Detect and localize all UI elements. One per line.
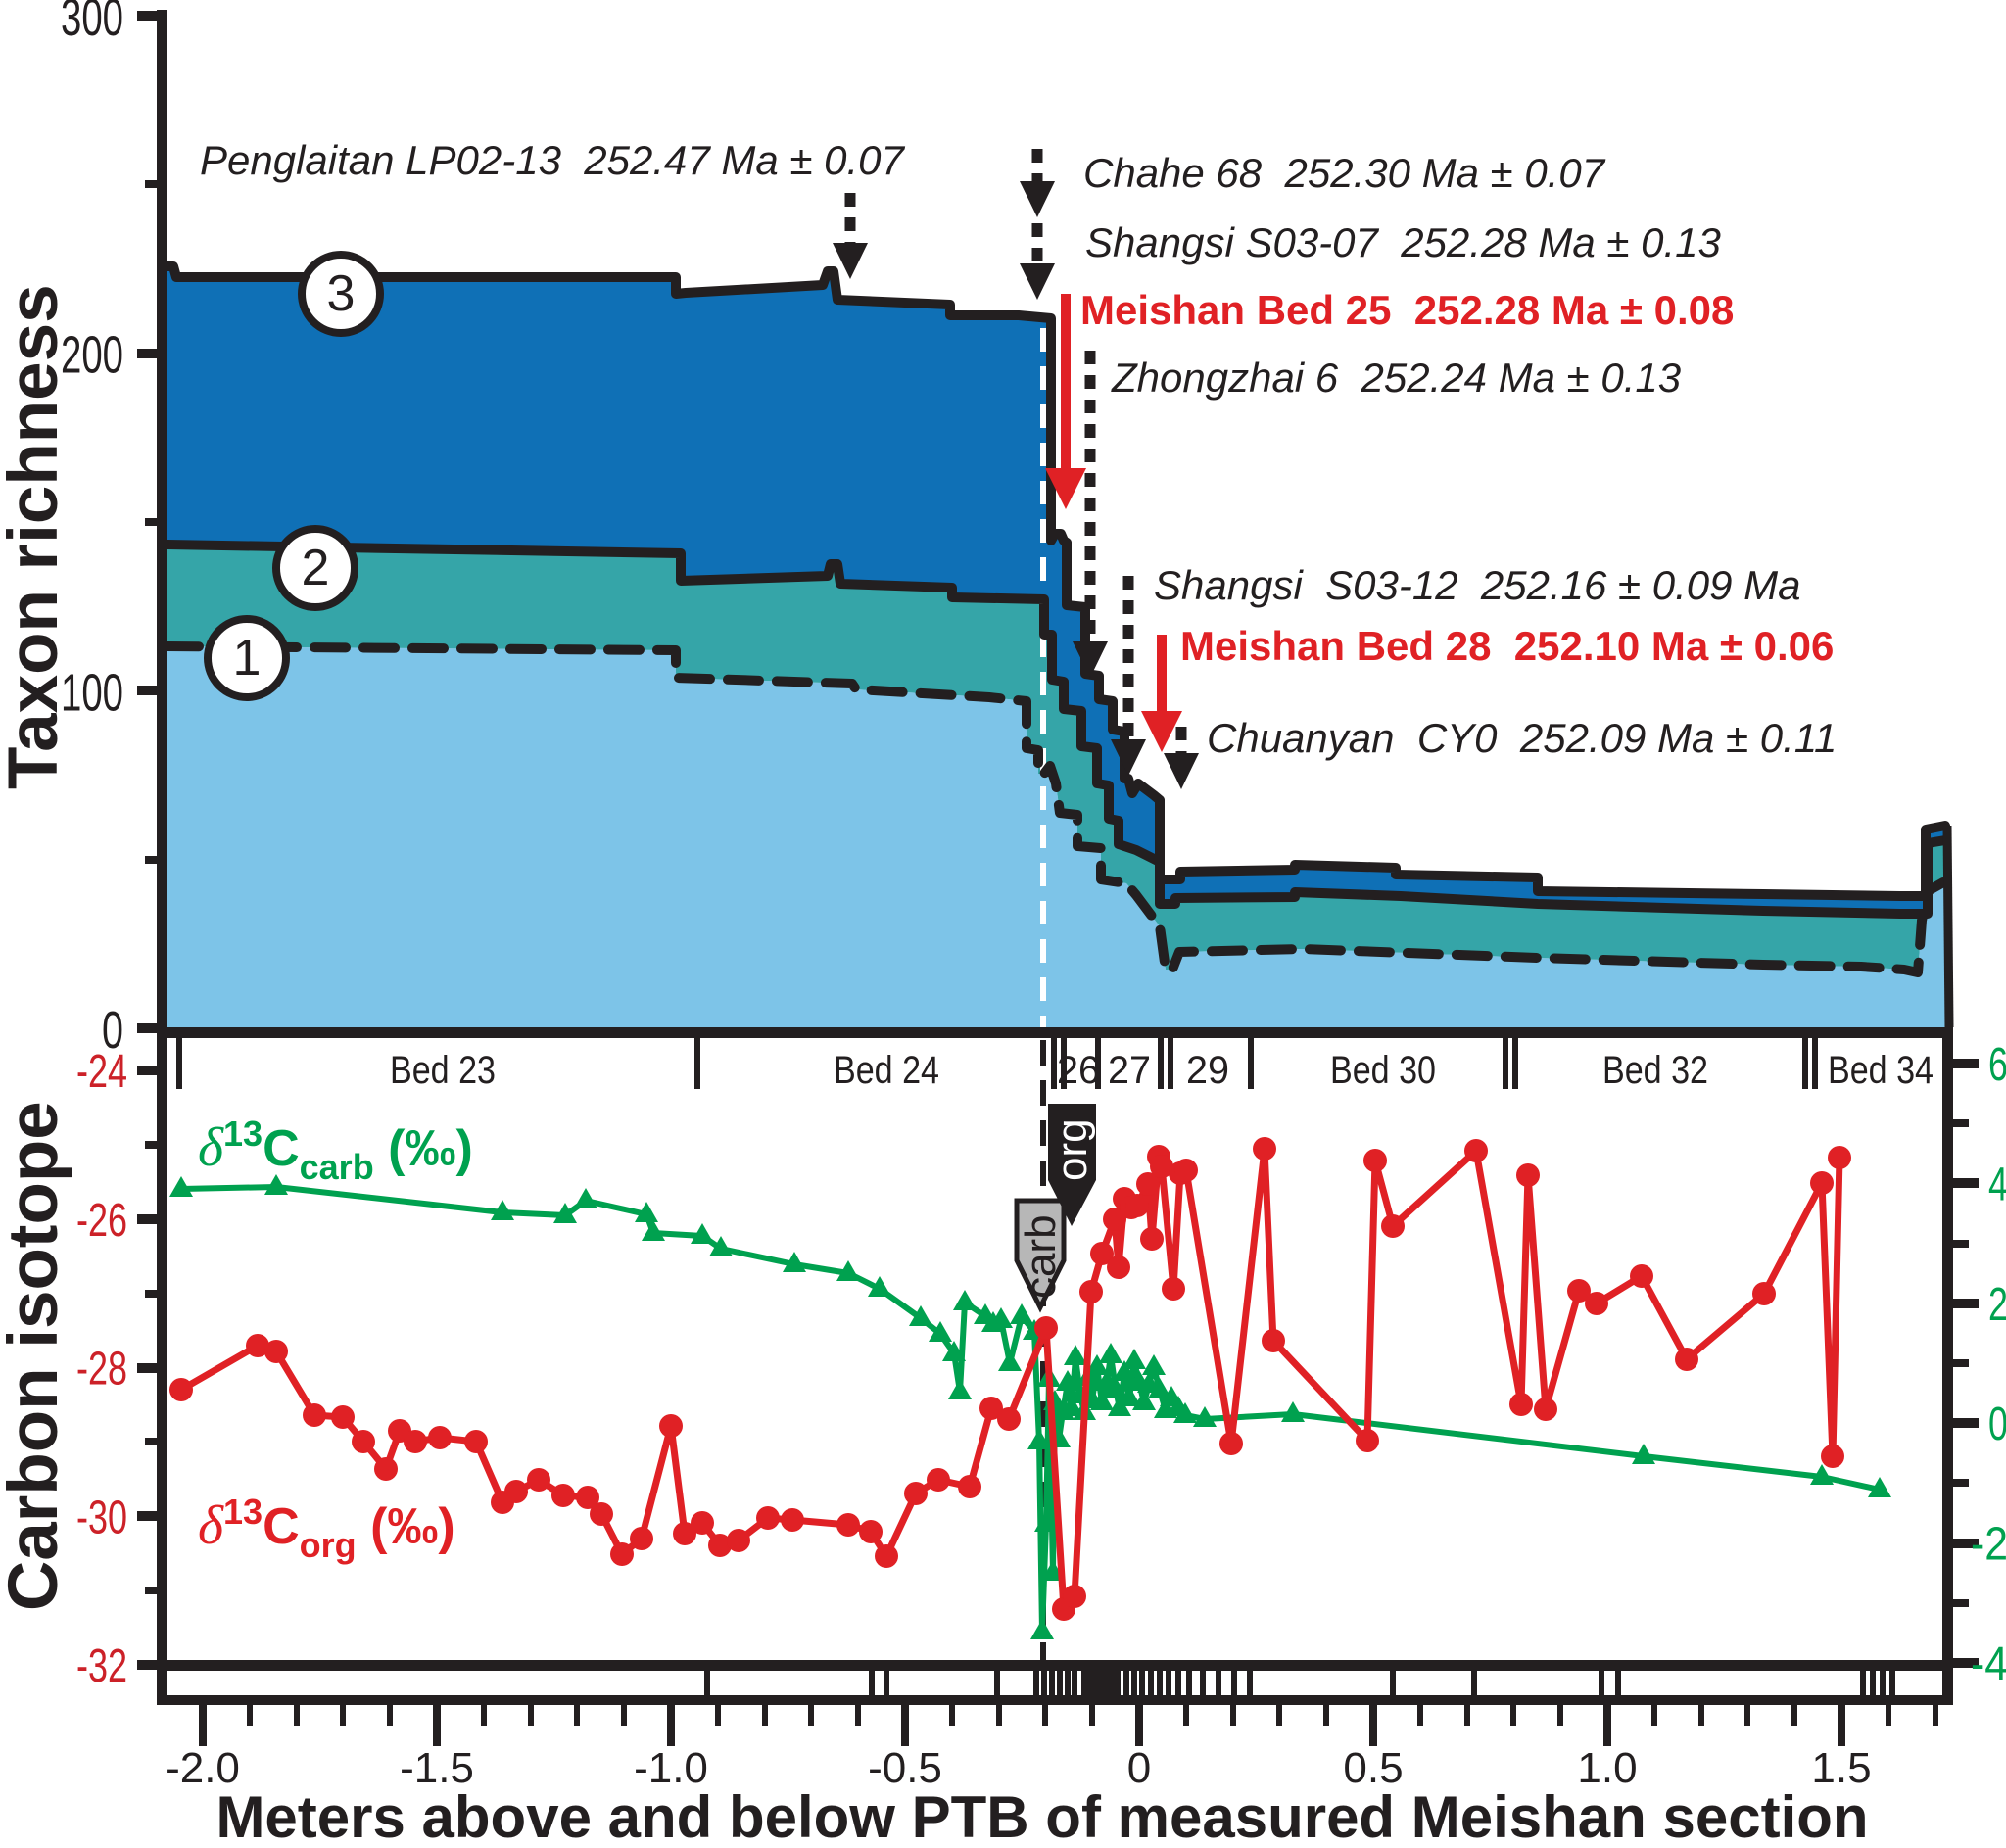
svg-text:-28: -28 bbox=[76, 1344, 127, 1396]
svg-text:Zhongzhai 6 252.24 Ma ± 0.13: Zhongzhai 6 252.24 Ma ± 0.13 bbox=[1111, 355, 1681, 401]
svg-text:Bed 23: Bed 23 bbox=[390, 1049, 496, 1092]
svg-text:-30: -30 bbox=[76, 1492, 127, 1543]
svg-text:100: 100 bbox=[61, 663, 123, 722]
svg-text:-26: -26 bbox=[76, 1195, 127, 1247]
svg-text:Meters above and below PTB of: Meters above and below PTB of measured M… bbox=[215, 1784, 1868, 1848]
svg-text:Bed 24: Bed 24 bbox=[834, 1049, 939, 1092]
svg-text:Taxon richness: Taxon richness bbox=[0, 284, 72, 789]
svg-text:3: 3 bbox=[327, 265, 356, 322]
svg-text:-2: -2 bbox=[1971, 1519, 2006, 1571]
svg-text:Meishan Bed 25 252.28 Ma ± 0.: Meishan Bed 25 252.28 Ma ± 0.08 bbox=[1080, 287, 1734, 333]
svg-text:-32: -32 bbox=[76, 1640, 127, 1692]
svg-text:Shangsi S03-12 252.16 ± 0.09: Shangsi S03-12 252.16 ± 0.09 Ma bbox=[1154, 562, 1801, 608]
svg-text:6: 6 bbox=[1988, 1039, 2006, 1091]
svg-text:Carbon isotope: Carbon isotope bbox=[0, 1101, 72, 1611]
svg-text:26: 26 bbox=[1057, 1049, 1100, 1092]
svg-text:Chahe 68 252.30 Ma ± 0.07: Chahe 68 252.30 Ma ± 0.07 bbox=[1083, 150, 1606, 196]
svg-text:Bed 32: Bed 32 bbox=[1602, 1049, 1708, 1092]
svg-text:300: 300 bbox=[61, 0, 123, 47]
svg-text:Meishan Bed 28 252.10 Ma ± 0.: Meishan Bed 28 252.10 Ma ± 0.06 bbox=[1180, 623, 1834, 669]
svg-text:Shangsi S03-07 252.28 Ma ± 0.: Shangsi S03-07 252.28 Ma ± 0.13 bbox=[1085, 219, 1721, 265]
svg-text:-1.5: -1.5 bbox=[400, 1744, 474, 1792]
svg-text:0: 0 bbox=[102, 1001, 123, 1060]
svg-text:Chuanyan CY0 252.09 Ma ± 0.1: Chuanyan CY0 252.09 Ma ± 0.11 bbox=[1207, 715, 1837, 761]
svg-text:Bed 34: Bed 34 bbox=[1828, 1049, 1934, 1092]
svg-text:-24: -24 bbox=[76, 1046, 127, 1098]
svg-text:carb: carb bbox=[1017, 1214, 1065, 1299]
svg-text:4: 4 bbox=[1988, 1159, 2006, 1210]
svg-text:0: 0 bbox=[1127, 1744, 1151, 1792]
svg-text:org: org bbox=[1048, 1118, 1096, 1181]
svg-text:-2.0: -2.0 bbox=[166, 1744, 240, 1792]
svg-text:29: 29 bbox=[1186, 1049, 1229, 1092]
svg-text:27: 27 bbox=[1108, 1049, 1151, 1092]
svg-text:2: 2 bbox=[1988, 1279, 2006, 1331]
svg-text:0: 0 bbox=[1988, 1398, 2006, 1450]
svg-text:δ13Corg (‰): δ13Corg (‰) bbox=[198, 1492, 455, 1565]
svg-text:1.0: 1.0 bbox=[1577, 1744, 1637, 1792]
svg-text:-4: -4 bbox=[1971, 1638, 2006, 1690]
svg-text:Bed 30: Bed 30 bbox=[1330, 1049, 1436, 1092]
svg-text:δ13Ccarb (‰): δ13Ccarb (‰) bbox=[198, 1114, 473, 1187]
svg-text:-0.5: -0.5 bbox=[868, 1744, 942, 1792]
svg-text:2: 2 bbox=[302, 540, 330, 596]
svg-text:1.5: 1.5 bbox=[1811, 1744, 1871, 1792]
svg-text:Penglaitan LP02-13 252.47 Ma: Penglaitan LP02-13 252.47 Ma ± 0.07 bbox=[200, 137, 906, 183]
svg-text:1: 1 bbox=[233, 630, 262, 687]
svg-text:200: 200 bbox=[61, 326, 123, 385]
svg-text:0.5: 0.5 bbox=[1343, 1744, 1403, 1792]
svg-text:-1.0: -1.0 bbox=[634, 1744, 708, 1792]
